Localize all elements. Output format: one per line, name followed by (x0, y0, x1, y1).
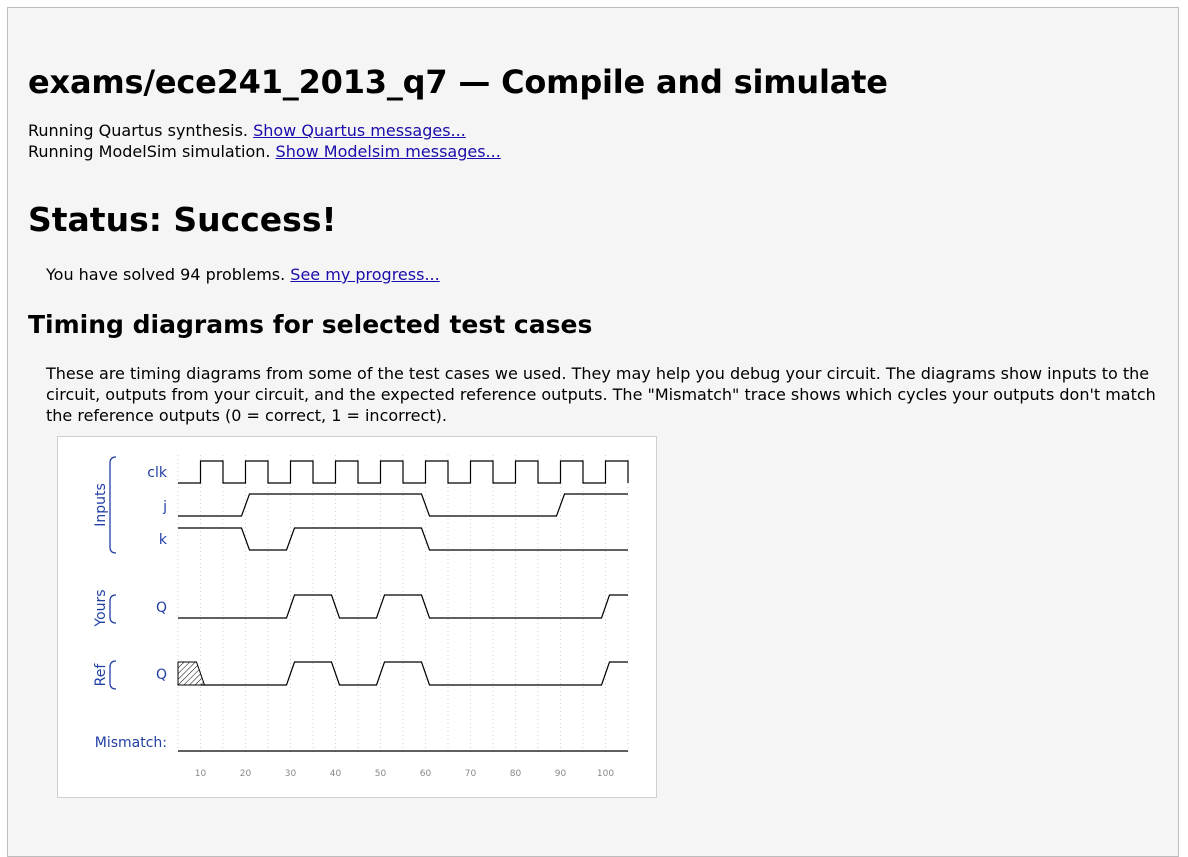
tool-messages: Running Quartus synthesis. Show Quartus … (28, 120, 501, 162)
signal-label-ref-q: Q (156, 667, 167, 683)
signal-label-yours-q: Q (156, 600, 167, 616)
group-label-ref: Ref (93, 663, 109, 687)
time-tick-label: 20 (240, 769, 252, 779)
timing-diagram-svg: Inputs Yours Ref clk j k Q Q Mismatch: 1… (93, 455, 629, 779)
solved-count: You have solved 94 problems. See my prog… (46, 265, 440, 284)
page-title: exams/ece241_2013_q7 — Compile and simul… (28, 63, 888, 101)
time-tick-label: 40 (330, 769, 342, 779)
signal-traces (177, 460, 629, 752)
time-tick-label: 90 (555, 769, 567, 779)
signal-label-clk: clk (147, 465, 168, 481)
unknown-value-region (177, 661, 206, 686)
quartus-message-text: Running Quartus synthesis. (28, 121, 254, 140)
timing-section-title: Timing diagrams for selected test cases (28, 310, 593, 339)
show-quartus-messages-link[interactable]: Show Quartus messages... (253, 121, 466, 140)
trace-j (178, 493, 628, 517)
time-tick-label: 80 (510, 769, 522, 779)
time-tick-label: 100 (597, 769, 614, 779)
inputs-group-bracket (109, 456, 117, 554)
modelsim-message-text: Running ModelSim simulation. (28, 142, 276, 161)
time-tick-label: 30 (285, 769, 297, 779)
modelsim-message-line: Running ModelSim simulation. Show Models… (28, 141, 501, 162)
yours-group-bracket (109, 594, 117, 624)
group-label-inputs: Inputs (93, 483, 109, 527)
trace-clk (178, 460, 629, 484)
timing-description: These are timing diagrams from some of t… (46, 364, 1156, 425)
time-tick-label: 70 (465, 769, 477, 779)
time-tick-label: 10 (195, 769, 207, 779)
mismatch-label: Mismatch: (95, 735, 167, 751)
time-tick-label: 60 (420, 769, 432, 779)
see-progress-link[interactable]: See my progress... (290, 265, 440, 284)
time-grid (177, 455, 629, 755)
page-frame: exams/ece241_2013_q7 — Compile and simul… (7, 7, 1179, 857)
signal-label-j: j (162, 499, 167, 515)
signal-label-k: k (159, 532, 168, 548)
group-label-yours: Yours (93, 589, 109, 627)
time-tick-label: 50 (375, 769, 387, 779)
quartus-message-line: Running Quartus synthesis. Show Quartus … (28, 120, 501, 141)
timing-diagram: Inputs Yours Ref clk j k Q Q Mismatch: 1… (57, 436, 657, 798)
trace-yours_q (178, 594, 628, 619)
ref-group-bracket (109, 660, 117, 690)
show-modelsim-messages-link[interactable]: Show Modelsim messages... (275, 142, 501, 161)
status-heading: Status: Success! (28, 200, 337, 239)
trace-k (178, 527, 628, 551)
time-axis-ticks: 10 20 30 40 50 60 70 80 90 100 (195, 769, 615, 779)
solved-text: You have solved 94 problems. (46, 265, 291, 284)
trace-ref_q (200, 661, 628, 686)
